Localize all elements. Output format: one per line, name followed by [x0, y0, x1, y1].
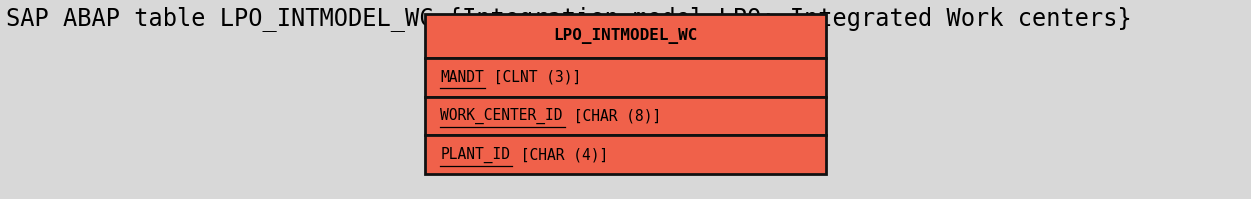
Text: PLANT_ID: PLANT_ID [440, 147, 510, 163]
Bar [425, 14, 826, 58]
Text: [CHAR (8)]: [CHAR (8)] [565, 108, 662, 123]
Text: MANDT: MANDT [440, 70, 484, 85]
Bar [425, 97, 826, 135]
Text: [CLNT (3)]: [CLNT (3)] [485, 70, 582, 85]
Text: [CHAR (4)]: [CHAR (4)] [512, 147, 608, 162]
Text: SAP ABAP table LPO_INTMODEL_WC {Integration model LPO: Integrated Work centers}: SAP ABAP table LPO_INTMODEL_WC {Integrat… [6, 6, 1132, 31]
Text: WORK_CENTER_ID: WORK_CENTER_ID [440, 108, 563, 124]
Bar [425, 58, 826, 97]
Text: LPO_INTMODEL_WC: LPO_INTMODEL_WC [553, 28, 698, 44]
Bar [425, 135, 826, 174]
